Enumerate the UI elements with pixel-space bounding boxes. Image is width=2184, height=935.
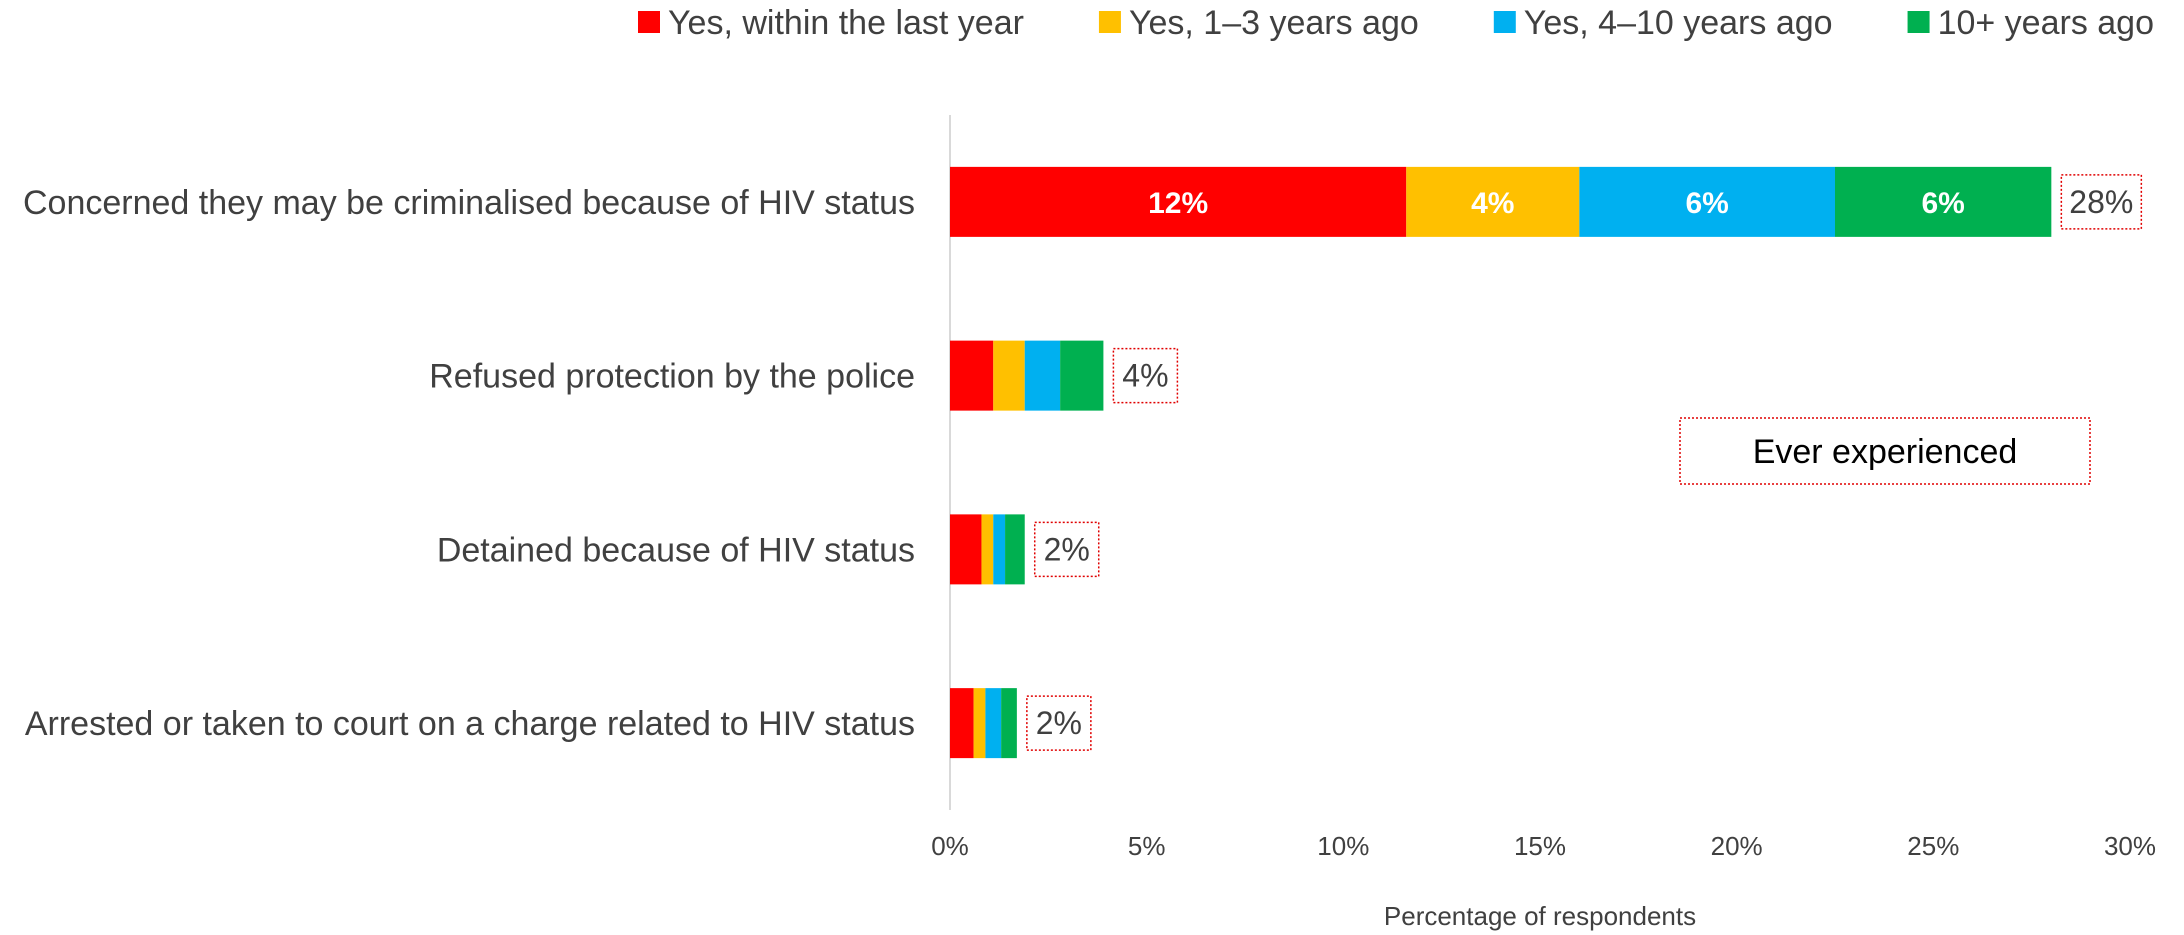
legend-swatch — [1907, 11, 1930, 33]
x-axis-title: Percentage of respondents — [1384, 901, 1696, 931]
segment-value-label: 4% — [1471, 187, 1514, 220]
segment-value-label: 6% — [1685, 187, 1728, 220]
x-tick-label: 20% — [1711, 831, 1763, 861]
bar-segment — [950, 514, 982, 585]
annotation-box — [1679, 417, 2091, 485]
category-label: Detained because of HIV status — [437, 531, 915, 569]
segment-value-label: 6% — [1921, 187, 1964, 220]
x-tick-label: 5% — [1128, 831, 1166, 861]
x-tick-label: 0% — [931, 831, 969, 861]
bar-segment — [981, 514, 994, 585]
category-label: Arrested or taken to court on a charge r… — [25, 705, 915, 743]
bar-segment — [1835, 166, 2052, 237]
bar-segment — [1001, 688, 1017, 759]
legend-label: Yes, 4–10 years ago — [1524, 4, 1833, 42]
bar-segment — [993, 514, 1006, 585]
bars: 12% 4% 6% 6% 28% 4% 2% 2% — [950, 166, 2143, 759]
x-tick-label: 30% — [2104, 831, 2156, 861]
total-label-box — [1033, 521, 1100, 578]
x-tick-label: 25% — [1907, 831, 1959, 861]
total-value-label: 28% — [2069, 184, 2133, 220]
legend-swatch — [1493, 11, 1516, 33]
bar-segment — [1579, 166, 1835, 237]
total-value-label: 4% — [1122, 358, 1168, 394]
total-label-box — [2060, 174, 2143, 230]
legend-swatch — [1098, 11, 1121, 33]
bar-segment — [993, 340, 1025, 411]
x-axis-ticks: 0% 5% 10% 15% 20% 25% 30% — [931, 831, 2156, 861]
segment-value-label: 12% — [1148, 187, 1208, 220]
total-value-label: 2% — [1036, 705, 1082, 741]
category-labels: Concerned they may be criminalised becau… — [23, 184, 915, 743]
ever-experienced-annotation: Ever experienced — [1679, 417, 2091, 485]
bar-segment — [1406, 166, 1580, 237]
category-label: Refused protection by the police — [429, 358, 915, 396]
bar-segment — [1024, 340, 1061, 411]
legend-label: 10+ years ago — [1938, 4, 2154, 42]
total-label-box — [1026, 695, 1092, 751]
bar-segment — [950, 688, 974, 759]
bar-segment — [950, 166, 1407, 237]
total-label-box — [1112, 347, 1179, 404]
bar-segment — [1060, 340, 1104, 411]
bar-segment — [950, 340, 994, 411]
annotation-text: Ever experienced — [1753, 433, 2018, 471]
legend-swatch — [638, 11, 660, 33]
legend-label: Yes, 1–3 years ago — [1129, 4, 1419, 42]
x-tick-label: 10% — [1317, 831, 1369, 861]
legend-label: Yes, within the last year — [668, 4, 1024, 42]
total-value-label: 2% — [1044, 531, 1090, 567]
bar-segment — [973, 688, 986, 759]
bar-segment — [985, 688, 1002, 759]
category-label: Concerned they may be criminalised becau… — [23, 184, 915, 222]
legend: Yes, within the last year Yes, 1–3 years … — [638, 4, 2154, 42]
x-tick-label: 15% — [1514, 831, 1566, 861]
bar-segment — [1005, 514, 1025, 585]
